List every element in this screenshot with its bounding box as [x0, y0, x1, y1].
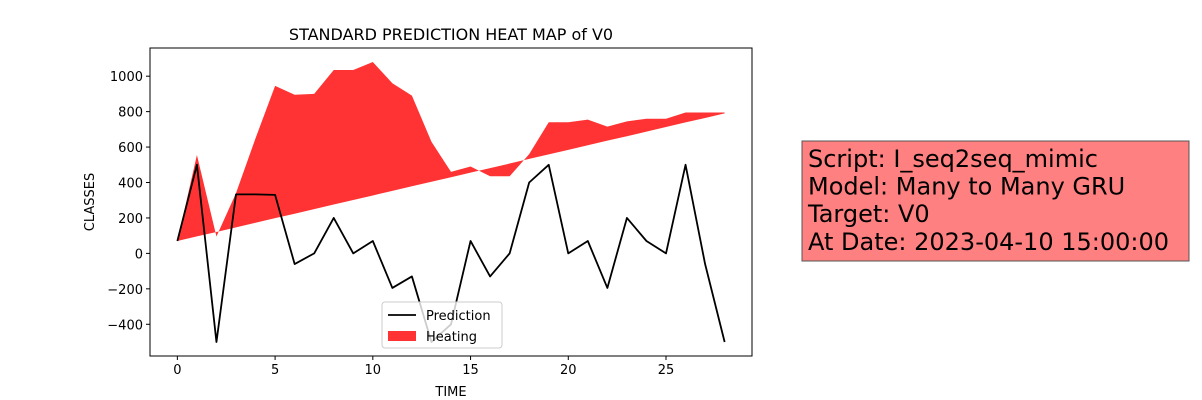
y-tick-label: 800: [118, 106, 143, 121]
y-tick-label: 1000: [110, 70, 143, 85]
x-tick-label: 0: [173, 363, 181, 378]
annotation-line: Target: V0: [807, 200, 930, 228]
x-tick-label: 15: [462, 363, 479, 378]
heating-area: [177, 62, 725, 241]
annotation-line: Model: Many to Many GRU: [808, 173, 1125, 201]
y-tick-label: −200: [107, 283, 143, 298]
y-tick-label: −400: [107, 318, 143, 333]
x-tick-label: 10: [365, 363, 382, 378]
y-tick-label: 400: [118, 177, 143, 192]
x-tick-label: 5: [271, 363, 279, 378]
y-axis-label: CLASSES: [83, 173, 98, 231]
annotation-line: Script: I_seq2seq_mimic: [808, 145, 1098, 173]
legend-label: Prediction: [426, 309, 491, 324]
y-tick-label: 200: [118, 212, 143, 227]
plot-frame: [149, 47, 753, 357]
legend-label: Heating: [426, 330, 477, 345]
annotation-line: At Date: 2023-04-10 15:00:00: [808, 228, 1169, 256]
x-tick-label: 20: [560, 363, 577, 378]
y-tick-label: 0: [135, 247, 143, 262]
chart-title: STANDARD PREDICTION HEAT MAP of V0: [289, 25, 613, 44]
x-axis-label: TIME: [434, 385, 466, 400]
annotation-box: [801, 140, 1190, 262]
y-tick-label: 600: [118, 141, 143, 156]
x-tick-label: 25: [658, 363, 675, 378]
legend-swatch: [388, 331, 416, 341]
